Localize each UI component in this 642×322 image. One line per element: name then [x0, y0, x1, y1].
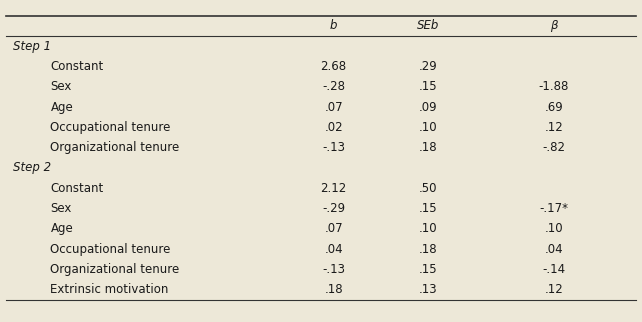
Text: -.28: -.28	[322, 80, 345, 93]
Text: β: β	[550, 20, 557, 33]
Text: Sex: Sex	[51, 80, 72, 93]
Text: .18: .18	[419, 243, 437, 256]
Text: SEb: SEb	[417, 20, 439, 33]
Text: -.13: -.13	[322, 141, 345, 154]
Text: .10: .10	[419, 223, 437, 235]
Text: .29: .29	[419, 60, 437, 73]
Text: .07: .07	[324, 223, 343, 235]
Text: .15: .15	[419, 202, 437, 215]
Text: .10: .10	[419, 121, 437, 134]
Text: Constant: Constant	[51, 60, 104, 73]
Text: .15: .15	[419, 80, 437, 93]
Text: Constant: Constant	[51, 182, 104, 195]
Text: 2.12: 2.12	[320, 182, 347, 195]
Text: Age: Age	[51, 223, 73, 235]
Text: .69: .69	[544, 101, 563, 114]
Text: Organizational tenure: Organizational tenure	[51, 263, 180, 276]
Text: .04: .04	[324, 243, 343, 256]
Text: 2.68: 2.68	[320, 60, 347, 73]
Text: Occupational tenure: Occupational tenure	[51, 121, 171, 134]
Text: -.14: -.14	[542, 263, 566, 276]
Text: .02: .02	[324, 121, 343, 134]
Text: .18: .18	[419, 141, 437, 154]
Text: Extrinsic motivation: Extrinsic motivation	[51, 283, 169, 296]
Text: -1.88: -1.88	[539, 80, 569, 93]
Text: .09: .09	[419, 101, 437, 114]
Text: Step 1: Step 1	[13, 40, 51, 53]
Text: .07: .07	[324, 101, 343, 114]
Text: Organizational tenure: Organizational tenure	[51, 141, 180, 154]
Text: Occupational tenure: Occupational tenure	[51, 243, 171, 256]
Text: .50: .50	[419, 182, 437, 195]
Text: -.29: -.29	[322, 202, 345, 215]
Text: .12: .12	[544, 283, 563, 296]
Text: .13: .13	[419, 283, 437, 296]
Text: Step 2: Step 2	[13, 162, 51, 175]
Text: .10: .10	[544, 223, 563, 235]
Text: -.82: -.82	[542, 141, 566, 154]
Text: -.17*: -.17*	[539, 202, 568, 215]
Text: b: b	[330, 20, 337, 33]
Text: .04: .04	[544, 243, 563, 256]
Text: .15: .15	[419, 263, 437, 276]
Text: -.13: -.13	[322, 263, 345, 276]
Text: Sex: Sex	[51, 202, 72, 215]
Text: .12: .12	[544, 121, 563, 134]
Text: Age: Age	[51, 101, 73, 114]
Text: .18: .18	[324, 283, 343, 296]
